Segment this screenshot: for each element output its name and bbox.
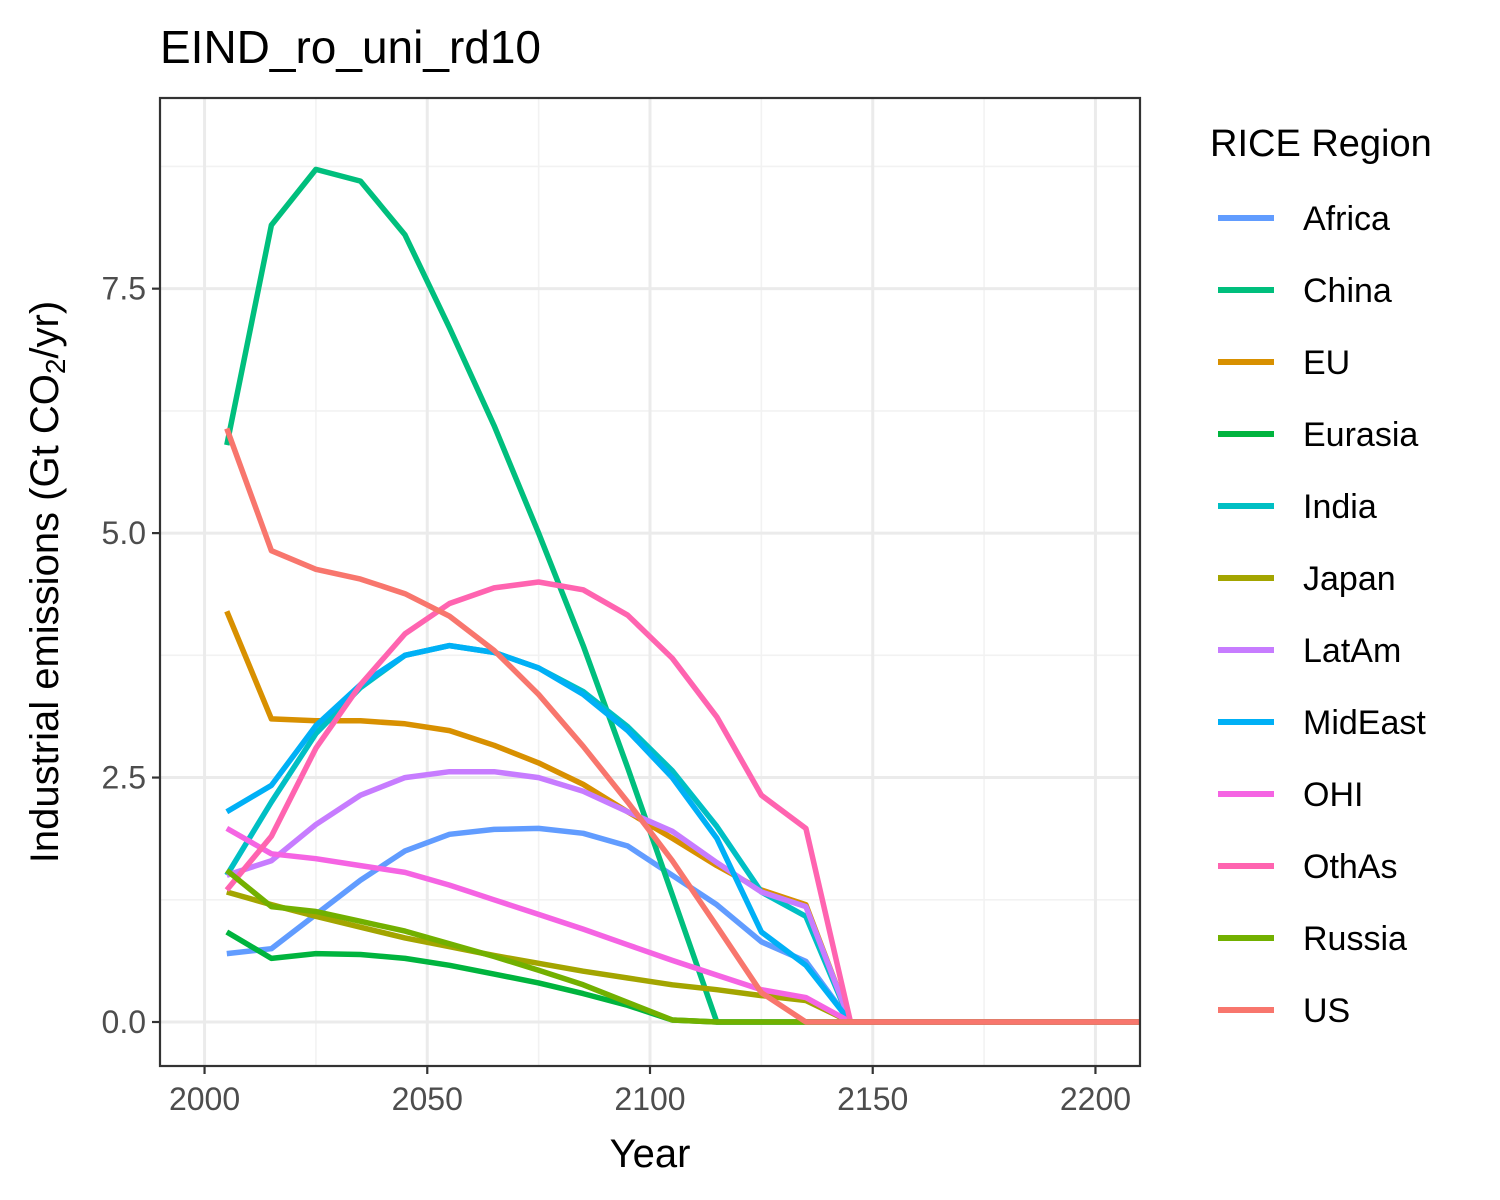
y-axis-title-subscript: 2 xyxy=(40,359,71,375)
legend-label-ohi: OHI xyxy=(1303,776,1363,814)
legend-item-africa: Africa xyxy=(1218,200,1390,238)
legend-items: Africa China EU Eurasia India Japan LatAm MidEa… xyxy=(1218,200,1426,1030)
legend-label-japan: Japan xyxy=(1303,560,1396,598)
legend-label-us: US xyxy=(1303,992,1350,1030)
legend-label-latam: LatAm xyxy=(1303,632,1401,670)
legend-title: RICE Region xyxy=(1210,123,1432,165)
legend-label-eurasia: Eurasia xyxy=(1303,416,1418,454)
legend-item-us: US xyxy=(1218,992,1350,1030)
x-axis: 2000 2050 2100 2150 2200 xyxy=(169,1066,1131,1117)
x-tick-label: 2100 xyxy=(614,1081,685,1117)
legend: RICE Region Africa China EU Eurasia India Jap… xyxy=(1210,123,1432,1030)
gridlines xyxy=(160,98,1140,1066)
x-tick-label: 2150 xyxy=(837,1081,908,1117)
legend-label-mideast: MidEast xyxy=(1303,704,1426,742)
x-tick-label: 2050 xyxy=(392,1081,463,1117)
legend-label-eu: EU xyxy=(1303,344,1350,382)
series-lines xyxy=(224,166,1140,1025)
x-tick-label: 2000 xyxy=(169,1081,240,1117)
y-tick-label: 7.5 xyxy=(102,271,146,307)
legend-item-india: India xyxy=(1218,488,1377,526)
legend-item-china: China xyxy=(1218,272,1392,310)
legend-label-china: China xyxy=(1303,272,1392,310)
legend-item-othas: OthAs xyxy=(1218,848,1397,886)
y-axis-title-main: Industrial emissions (Gt CO xyxy=(23,374,67,863)
legend-item-latam: LatAm xyxy=(1218,632,1401,670)
legend-item-eu: EU xyxy=(1218,344,1350,382)
legend-label-africa: Africa xyxy=(1303,200,1390,238)
chart-title: EIND_ro_uni_rd10 xyxy=(160,21,541,73)
y-tick-label: 2.5 xyxy=(102,760,146,796)
y-tick-label: 0.0 xyxy=(102,1004,146,1040)
x-axis-title: Year xyxy=(610,1132,691,1176)
x-tick-label: 2200 xyxy=(1060,1081,1131,1117)
legend-item-mideast: MidEast xyxy=(1218,704,1426,742)
legend-item-eurasia: Eurasia xyxy=(1218,416,1418,454)
legend-item-ohi: OHI xyxy=(1218,776,1363,814)
y-axis-title-unit: /yr) xyxy=(23,301,67,359)
y-axis: 0.0 2.5 5.0 7.5 xyxy=(102,271,160,1040)
legend-label-othas: OthAs xyxy=(1303,848,1397,886)
plot-panel xyxy=(158,96,1142,1068)
y-tick-label: 5.0 xyxy=(102,515,146,551)
legend-label-india: India xyxy=(1303,488,1377,526)
series-line-us xyxy=(224,427,1140,1025)
legend-item-japan: Japan xyxy=(1218,560,1396,598)
legend-label-russia: Russia xyxy=(1303,920,1407,958)
y-axis-title: Industrial emissions (Gt CO2/yr) xyxy=(23,301,71,863)
legend-item-russia: Russia xyxy=(1218,920,1407,958)
